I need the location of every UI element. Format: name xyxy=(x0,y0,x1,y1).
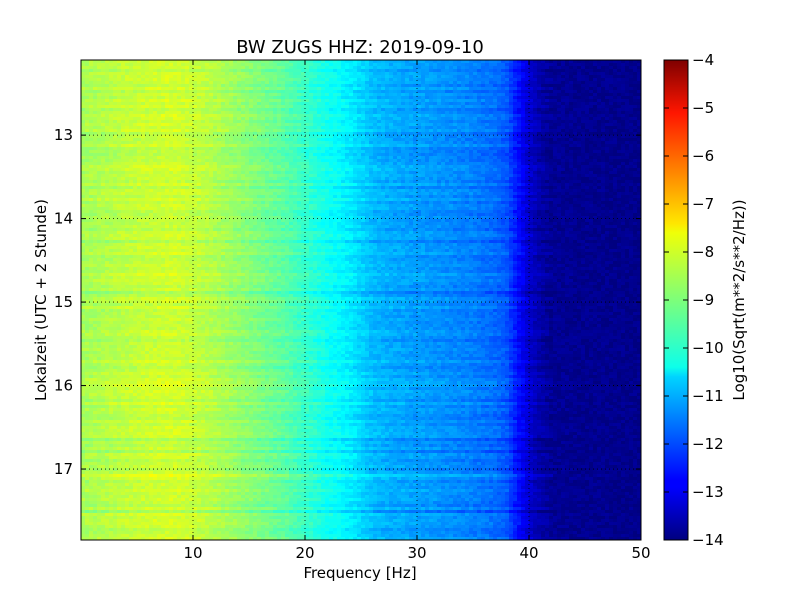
chart-title: BW ZUGS HHZ: 2019-09-10 xyxy=(236,37,484,58)
spectrogram-heatmap xyxy=(81,60,642,541)
